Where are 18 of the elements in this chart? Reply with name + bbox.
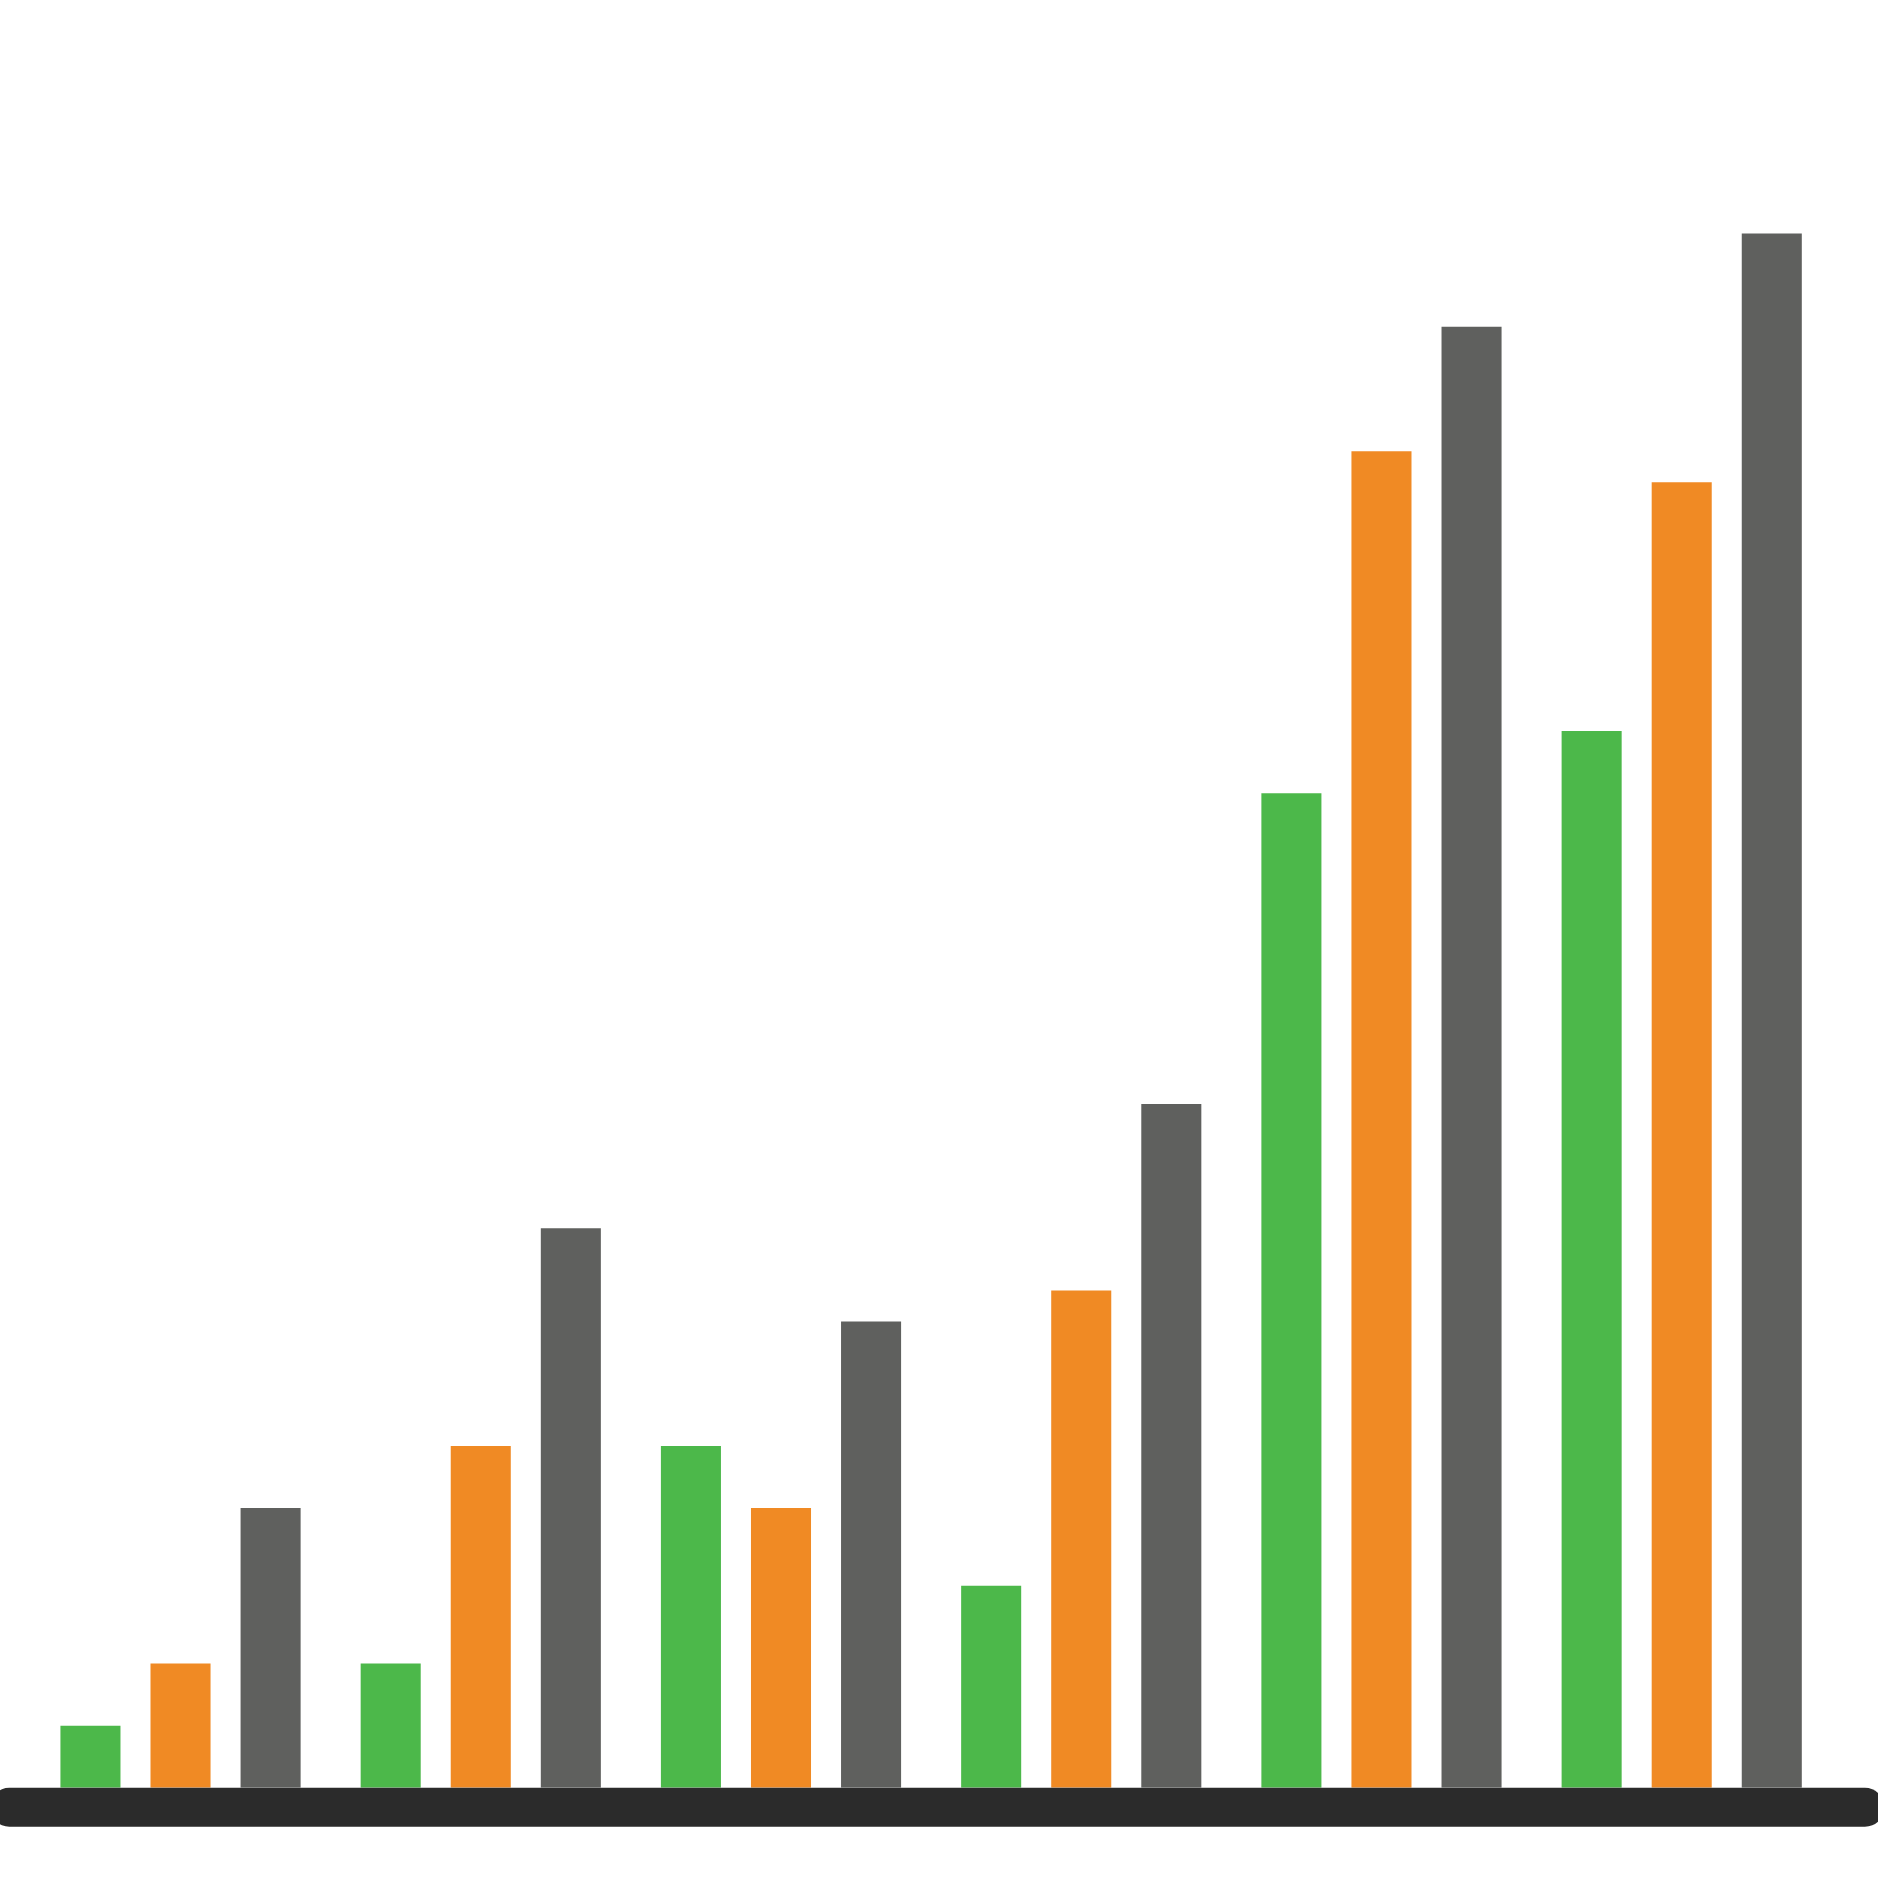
bar bbox=[961, 1585, 1022, 1788]
bar bbox=[1261, 793, 1322, 1788]
bar bbox=[1561, 730, 1622, 1788]
bar bbox=[150, 1663, 211, 1788]
bar bbox=[1651, 482, 1712, 1788]
bar bbox=[450, 1445, 511, 1788]
bar bbox=[540, 1228, 601, 1788]
bar bbox=[360, 1663, 421, 1788]
bar bbox=[240, 1508, 301, 1788]
bar bbox=[1141, 1103, 1202, 1788]
bar bbox=[1051, 1290, 1112, 1788]
bar bbox=[1741, 233, 1802, 1788]
bar bbox=[1441, 326, 1502, 1788]
bar bbox=[60, 1725, 121, 1788]
bar bbox=[750, 1508, 812, 1788]
bar bbox=[1351, 451, 1412, 1788]
bar bbox=[841, 1321, 902, 1788]
bar bbox=[660, 1445, 721, 1788]
